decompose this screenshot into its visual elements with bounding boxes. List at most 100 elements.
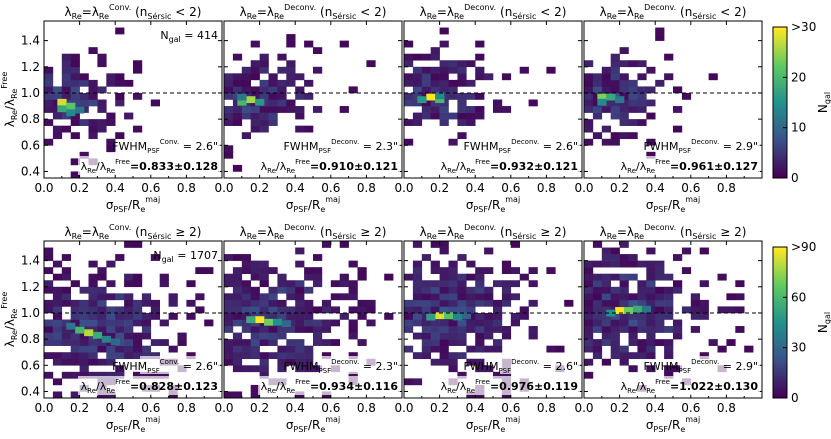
- heatmap-cell: [699, 247, 709, 255]
- heatmap-cell: [52, 306, 63, 314]
- heatmap-cell: [268, 286, 278, 294]
- x-tick-label: 0.6: [141, 181, 160, 195]
- heatmap-cell: [457, 66, 467, 74]
- colorbar-segment: [773, 142, 787, 146]
- heatmap-cell: [70, 352, 80, 360]
- heatmap-cell: [259, 332, 269, 340]
- heatmap-cell: [141, 312, 152, 320]
- heatmap-cell: [286, 312, 296, 320]
- heatmap-cell: [61, 66, 71, 74]
- heatmap-cell: [628, 312, 638, 320]
- heatmap-cell: [295, 319, 305, 327]
- colorbar-frame: [772, 26, 788, 179]
- heatmap-cell: [493, 99, 503, 107]
- heatmap-cell: [628, 106, 638, 113]
- heatmap-cell: [592, 319, 603, 327]
- heatmap-cell: [484, 293, 494, 301]
- heatmap-cell: [619, 119, 629, 126]
- heatmap-cell: [628, 119, 638, 126]
- heatmap-cell: [70, 280, 80, 288]
- heatmap-cell: [421, 306, 431, 314]
- heatmap-cell: [412, 299, 423, 307]
- heatmap-cell: [457, 332, 467, 340]
- heatmap-cell: [313, 254, 323, 261]
- heatmap-cell: [628, 319, 638, 327]
- heatmap-cell: [646, 273, 656, 281]
- heatmap-cell: [268, 86, 278, 94]
- heatmap-cell: [448, 92, 458, 100]
- heatmap-cell: [277, 352, 287, 360]
- heatmap-cell: [124, 326, 134, 333]
- colorbars-group: 0 10 20 >30 Ngal 0 30 60 >90 Ngal: [772, 20, 831, 405]
- heatmap-cell: [457, 319, 467, 327]
- colorbar-tick-label: 10: [791, 121, 806, 135]
- colorbar-segment: [773, 130, 787, 134]
- heatmap-peak-cell: [66, 322, 76, 330]
- heatmap-cell: [88, 280, 98, 288]
- colorbar-tick-label: 60: [791, 290, 806, 304]
- heatmap-cell: [159, 319, 169, 327]
- heatmap-cell: [115, 371, 125, 379]
- heatmap-cell: [232, 319, 243, 327]
- heatmap-cell: [584, 319, 594, 327]
- heatmap-cell: [699, 352, 709, 360]
- colorbar-segment: [773, 367, 787, 371]
- fwhm-label-bg: [140, 136, 220, 154]
- y-tick-label: 0.4: [21, 164, 40, 178]
- colorbar-segment: [773, 254, 787, 258]
- heatmap-cell: [79, 319, 89, 327]
- heatmap-cell: [475, 112, 485, 120]
- heatmap-cell: [528, 99, 538, 107]
- colorbar-segment: [773, 362, 787, 366]
- heatmap-cell: [475, 106, 485, 113]
- fwhm-label: FWHMPSFDeconv. = 2.9": [643, 358, 758, 375]
- heatmap-cell: [224, 151, 234, 159]
- heatmap-cell: [430, 306, 440, 314]
- heatmap-cell: [115, 73, 125, 81]
- heatmap-cell: [241, 79, 251, 87]
- heatmap-cell: [690, 312, 700, 320]
- heatmap-cell: [584, 339, 594, 346]
- heatmap-cell: [484, 345, 494, 353]
- heatmap-cell: [601, 319, 611, 327]
- heatmap-cell: [699, 299, 709, 307]
- heatmap-cell: [259, 371, 269, 379]
- heatmap-cell: [97, 319, 107, 327]
- heatmap-cell: [619, 47, 629, 55]
- heatmap-cell: [277, 280, 287, 288]
- heatmap-cell: [44, 66, 54, 74]
- heatmap-cell: [79, 92, 89, 100]
- heatmap-cell: [52, 332, 63, 340]
- colorbar-segment: [773, 342, 787, 346]
- heatmap-cell: [241, 326, 251, 333]
- heatmap-cell: [601, 138, 611, 146]
- heatmap-cell: [412, 53, 423, 61]
- heatmap-cell: [584, 267, 594, 275]
- heatmap-cell: [133, 306, 143, 314]
- heatmap-cell: [610, 138, 620, 146]
- heatmap-cell: [52, 378, 63, 386]
- heatmap-cell: [448, 339, 458, 346]
- x-axis-label: σPSF/Remaj: [646, 415, 700, 434]
- heatmap-peak-cell: [246, 96, 256, 104]
- heatmap-cell: [655, 339, 665, 346]
- heatmap-cell: [44, 326, 54, 333]
- heatmap-cell: [115, 92, 125, 100]
- heatmap-cell: [150, 306, 160, 314]
- heatmap-cell: [224, 339, 234, 346]
- heatmap-cell: [339, 273, 349, 281]
- heatmap-cell: [412, 112, 423, 120]
- heatmap-cell: [304, 358, 314, 366]
- heatmap-cell: [141, 352, 152, 360]
- heatmap-cell: [592, 132, 603, 140]
- ratio-label-bg: [618, 376, 760, 395]
- heatmap-cell: [519, 273, 529, 281]
- colorbar-segment: [773, 350, 787, 354]
- heatmap-cell: [412, 312, 423, 320]
- heatmap-cell: [295, 112, 305, 120]
- heatmap-cell: [448, 293, 458, 301]
- colorbar-segment: [773, 327, 787, 331]
- heatmap-cell: [52, 86, 63, 94]
- heatmap-cell: [584, 260, 594, 268]
- heatmap-cell: [241, 132, 251, 140]
